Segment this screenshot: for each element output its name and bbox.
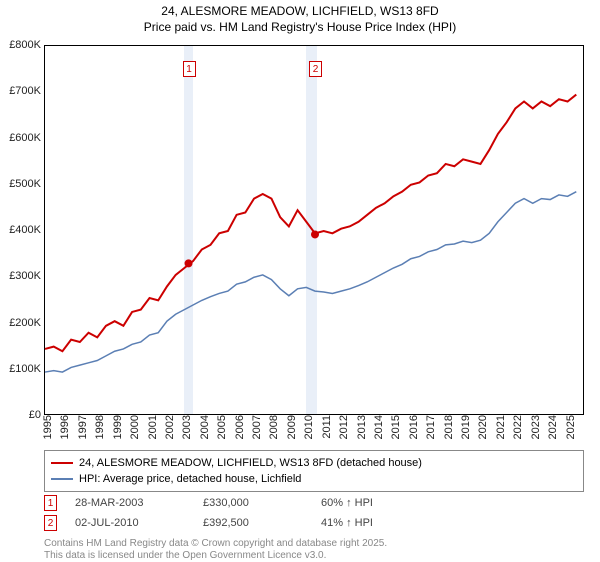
- x-axis-tick-label: 2025: [563, 415, 577, 439]
- x-axis-tick-label: 2017: [423, 415, 437, 439]
- x-axis-tick-label: 2006: [232, 415, 246, 439]
- x-axis-tick-label: 2001: [145, 415, 159, 439]
- x-axis-tick-label: 2019: [458, 415, 472, 439]
- x-axis-tick-label: 2007: [249, 415, 263, 439]
- x-axis-tick-label: 2014: [371, 415, 385, 439]
- x-axis-tick-label: 2005: [214, 415, 228, 439]
- x-axis-tick-label: 2009: [284, 415, 298, 439]
- x-axis-tick-label: 2012: [336, 415, 350, 439]
- chart-marker-label: 2: [309, 61, 322, 77]
- license-line-2: This data is licensed under the Open Gov…: [44, 550, 584, 562]
- x-axis-tick-label: 1997: [75, 415, 89, 439]
- event-pct: 41% ↑ HPI: [321, 517, 373, 529]
- y-axis-tick-label: £600K: [9, 132, 44, 144]
- x-axis-tick-label: 2004: [197, 415, 211, 439]
- event-pct: 60% ↑ HPI: [321, 497, 373, 509]
- y-axis-tick-label: £800K: [9, 39, 44, 51]
- series-hpi: [45, 192, 576, 372]
- x-axis-tick-label: 2022: [510, 415, 524, 439]
- legend: 24, ALESMORE MEADOW, LICHFIELD, WS13 8FD…: [44, 450, 584, 492]
- y-axis-tick-label: £300K: [9, 270, 44, 282]
- y-axis-tick-label: £500K: [9, 178, 44, 190]
- legend-item-price-paid: 24, ALESMORE MEADOW, LICHFIELD, WS13 8FD…: [51, 455, 577, 471]
- y-axis-tick-label: £400K: [9, 224, 44, 236]
- x-axis-tick-label: 1995: [40, 415, 54, 439]
- event-date: 28-MAR-2003: [75, 497, 185, 509]
- y-axis-tick-label: £200K: [9, 317, 44, 329]
- x-axis-tick-label: 2015: [388, 415, 402, 439]
- event-row: 1 28-MAR-2003 £330,000 60% ↑ HPI: [44, 493, 584, 513]
- x-axis-tick-label: 2008: [266, 415, 280, 439]
- legend-label: 24, ALESMORE MEADOW, LICHFIELD, WS13 8FD…: [79, 457, 422, 469]
- x-axis-tick-label: 1996: [57, 415, 71, 439]
- legend-item-hpi: HPI: Average price, detached house, Lich…: [51, 471, 577, 487]
- title-line-2: Price paid vs. HM Land Registry's House …: [0, 20, 600, 36]
- event-date: 02-JUL-2010: [75, 517, 185, 529]
- event-price: £392,500: [203, 517, 303, 529]
- x-axis-tick-label: 2011: [319, 415, 333, 439]
- x-axis-tick-label: 2018: [441, 415, 455, 439]
- x-axis-tick-label: 1998: [92, 415, 106, 439]
- x-axis-tick-label: 2023: [528, 415, 542, 439]
- plot-frame: 12: [44, 45, 584, 415]
- license-text: Contains HM Land Registry data © Crown c…: [44, 538, 584, 562]
- x-axis-tick-label: 2002: [162, 415, 176, 439]
- legend-label: HPI: Average price, detached house, Lich…: [79, 473, 301, 485]
- x-axis-tick-label: 2021: [493, 415, 507, 439]
- x-axis-tick-label: 2013: [354, 415, 368, 439]
- x-axis-tick-label: 2000: [127, 415, 141, 439]
- sale-point-dot: [311, 230, 319, 238]
- event-price: £330,000: [203, 497, 303, 509]
- x-axis-tick-label: 2020: [475, 415, 489, 439]
- x-axis-tick-label: 1999: [110, 415, 124, 439]
- plot-area: 12 £0£100K£200K£300K£400K£500K£600K£700K…: [44, 45, 584, 415]
- x-axis-tick-label: 2010: [301, 415, 315, 439]
- line-series-svg: [45, 46, 583, 414]
- legend-swatch: [51, 462, 73, 464]
- event-marker-icon: 1: [44, 495, 57, 511]
- legend-swatch: [51, 478, 73, 480]
- x-axis-tick-label: 2024: [545, 415, 559, 439]
- y-axis-tick-label: £100K: [9, 363, 44, 375]
- title-line-1: 24, ALESMORE MEADOW, LICHFIELD, WS13 8FD: [0, 4, 600, 20]
- x-axis-tick-label: 2003: [179, 415, 193, 439]
- event-marker-icon: 2: [44, 515, 57, 531]
- event-row: 2 02-JUL-2010 £392,500 41% ↑ HPI: [44, 513, 584, 533]
- y-axis-tick-label: £700K: [9, 85, 44, 97]
- chart-marker-label: 1: [183, 61, 196, 77]
- chart-container: 24, ALESMORE MEADOW, LICHFIELD, WS13 8FD…: [0, 0, 600, 560]
- chart-title: 24, ALESMORE MEADOW, LICHFIELD, WS13 8FD…: [0, 0, 600, 35]
- license-line-1: Contains HM Land Registry data © Crown c…: [44, 538, 584, 550]
- sale-events: 1 28-MAR-2003 £330,000 60% ↑ HPI 2 02-JU…: [44, 493, 584, 533]
- x-axis-tick-label: 2016: [406, 415, 420, 439]
- sale-point-dot: [185, 259, 193, 267]
